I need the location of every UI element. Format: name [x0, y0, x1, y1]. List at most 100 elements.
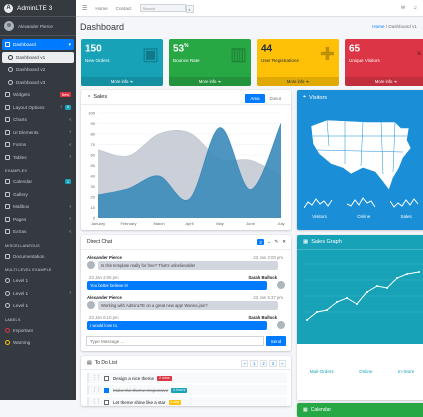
todo-item[interactable]: ⋮⋮ Let theme shine like a star 1 day [87, 397, 287, 406]
page-title: Dashboard [80, 22, 125, 32]
sidebar-item[interactable]: Documentation [2, 251, 74, 262]
more-info-link[interactable]: More info ➜ [257, 77, 339, 86]
sidebar-item[interactable]: Charts ‹ [2, 114, 74, 125]
sidebar-item-label: Extras [13, 229, 27, 234]
more-info-link[interactable]: More info ➜ [169, 77, 251, 86]
stat-label: Unique Visitors [349, 58, 380, 63]
chat-bubble: Working with AdminLTE on a great new app… [98, 301, 278, 310]
stat-label: New Orders [85, 58, 110, 63]
circle-icon [5, 278, 10, 283]
sidebar-nav: Dashboard ▾ Dashboard v1 Dashboard v2 Dashbo… [0, 36, 76, 353]
chat-message-input[interactable] [86, 336, 264, 346]
knob-label: Mail-Orders [309, 369, 334, 374]
sidebar-item[interactable]: Tables ‹ [2, 152, 74, 163]
sidebar-item[interactable]: Gallery [2, 189, 74, 200]
nav-home-link[interactable]: Home [95, 5, 108, 11]
comments-icon[interactable]: ✎ [274, 239, 279, 244]
sidebar-item[interactable]: Dashboard ▾ [2, 39, 74, 50]
tree-icon [5, 129, 10, 135]
stat-value: 150 [85, 43, 102, 55]
tab-area[interactable]: Area [245, 94, 265, 103]
todo-item[interactable]: ⋮⋮ Design a nice theme 2 mins [87, 373, 287, 383]
small-box: 53% Bounce Rate ▥ More info ➜ [169, 39, 251, 86]
knob-in-store [396, 346, 414, 364]
comments-icon[interactable]: ✉ [401, 5, 406, 11]
y-tick-label: 30 [91, 184, 96, 189]
todo-checkbox[interactable] [104, 387, 109, 393]
pagination-link[interactable]: « [241, 360, 249, 367]
minus-icon[interactable]: − [267, 239, 271, 245]
sidebar-item[interactable]: Extras ‹ [2, 226, 74, 237]
pagination-link[interactable]: 1 [250, 360, 258, 367]
brand-link[interactable]: A AdminLTE 3 [0, 0, 76, 17]
x-tick-label: February [120, 221, 136, 226]
sidebar-item-label: Layout Options [13, 104, 45, 110]
sidebar-item[interactable]: Warning [2, 337, 74, 348]
pie-chart-icon [5, 117, 10, 122]
todo-checkbox[interactable] [104, 375, 109, 381]
y-tick-label: 50 [91, 163, 96, 168]
sidebar-item-label: UI Elements [13, 129, 39, 135]
sidebar-item-label: Dashboard v1 [16, 54, 46, 60]
stat-label: User Registrations [261, 58, 299, 63]
bell-icon[interactable]: ♫ [413, 5, 417, 11]
send-button[interactable]: Send [266, 336, 286, 346]
calendar-title: Calendar [310, 407, 332, 413]
sidebar-item[interactable]: Layout Options ‹ 6 [2, 102, 74, 113]
image-icon [5, 191, 10, 197]
pagination-link[interactable]: 3 [269, 360, 277, 367]
sidebar-item[interactable]: UI Elements ‹ [2, 127, 74, 138]
sidebar-item[interactable]: Dashboard v1 [2, 51, 74, 63]
sidebar-item[interactable]: Level 1 ‹ [2, 288, 74, 299]
sales-area-chart: 0 10 20 30 40 50 60 70 80 90 100 January February Mar… [88, 111, 284, 227]
more-info-link[interactable]: More info ➜ [81, 77, 163, 86]
pagination-link[interactable]: » [278, 360, 286, 367]
todo-item[interactable]: ⋮⋮ Make the theme responsive 4 hours [87, 385, 287, 395]
arrow-circle-right-icon: ➜ [217, 79, 222, 84]
circle-icon [8, 79, 13, 85]
todo-text: Let theme shine like a star [113, 399, 166, 405]
sidebar-item[interactable]: Important [2, 325, 74, 336]
sidebar-item[interactable]: Mailbox ‹ [2, 201, 74, 212]
sidebar-item[interactable]: Forms ‹ [2, 139, 74, 150]
tab-donut[interactable]: Donut [269, 96, 281, 101]
search-icon[interactable]: ⌕ [185, 5, 194, 13]
chevron-icon: ‹ [69, 141, 71, 148]
chevron-icon: ‹ [69, 216, 71, 222]
search-input[interactable]: Search ⌕ [139, 4, 194, 13]
sidebar-item[interactable]: Calendar 2 [2, 176, 74, 187]
user-panel[interactable]: Alexander Pierce [0, 17, 76, 36]
chevron-icon: ‹ [69, 154, 71, 160]
x-tick-label: May [216, 221, 224, 226]
y-tick-label: 80 [91, 132, 96, 137]
chat-time: 23 Jan 2:00 pm [253, 255, 283, 260]
pagination-link[interactable]: 2 [259, 360, 268, 367]
avatar [4, 21, 14, 31]
sales-card: ◔ Sales Area Donut 0 10 20 30 40 50 60 70 80 90 10… [81, 90, 291, 230]
hamburger-icon[interactable]: ☰ [82, 5, 88, 12]
drag-handle-icon[interactable]: ⋮⋮ [92, 387, 101, 393]
breadcrumb-home[interactable]: Home [372, 24, 385, 29]
circle-icon [5, 340, 10, 345]
arrow-circle-right-icon: ➜ [129, 79, 134, 84]
y-tick-label: 20 [91, 195, 96, 200]
arrow-circle-right-icon: ➜ [393, 79, 398, 84]
sidebar-item[interactable]: Widgets New [2, 89, 74, 100]
todo-checkbox[interactable] [104, 399, 109, 405]
knob-mail-orders [310, 346, 328, 364]
sidebar-item[interactable]: Dashboard v2 [2, 64, 74, 75]
sidebar-item[interactable]: Level 1 [2, 275, 74, 286]
close-icon[interactable]: ✕ [282, 239, 286, 244]
knob-label: In-Store [397, 369, 415, 374]
sidebar-item[interactable]: Pages ‹ [2, 214, 74, 225]
stat-value: 44 [261, 43, 273, 55]
sidebar-item[interactable]: Level 1 [2, 300, 74, 311]
chat-time: 23 Jan 5:37 pm [253, 295, 283, 300]
more-info-link[interactable]: More info ➜ [345, 77, 423, 86]
sidebar-item[interactable]: Dashboard v3 [2, 77, 74, 88]
grid-icon [5, 92, 10, 97]
x-tick-label: April [185, 221, 193, 226]
sidebar-item-label: Calendar [13, 179, 33, 184]
drag-handle-icon[interactable]: ⋮⋮ [92, 375, 101, 381]
nav-contact-link[interactable]: Contact [115, 5, 132, 11]
